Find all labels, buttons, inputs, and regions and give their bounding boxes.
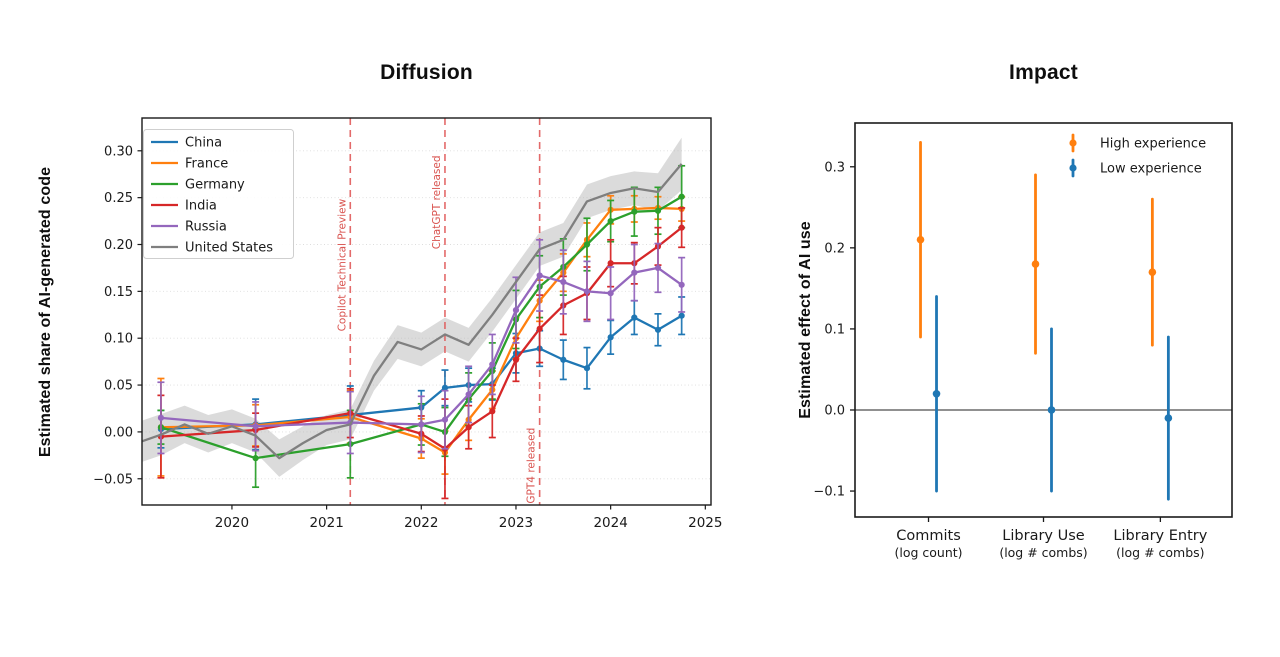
y-tick-label: −0.1	[813, 485, 845, 500]
legend-entry-label: France	[185, 157, 228, 172]
event-label-chatgpt-released: ChatGPT released	[431, 155, 443, 249]
y-tick-label: 0.25	[104, 191, 133, 206]
x-tick-label: 2023	[499, 515, 533, 531]
data-point	[418, 421, 425, 428]
data-point	[631, 269, 638, 276]
data-point	[560, 278, 567, 286]
data-point	[489, 408, 496, 415]
event-label-gpt4-released: GPT4 released	[526, 428, 538, 504]
data-point	[654, 264, 662, 272]
legend-entry-label: India	[185, 199, 217, 214]
category-label: Library Entry	[1113, 528, 1207, 544]
data-point	[157, 414, 165, 421]
series-high-experience	[916, 141, 1157, 355]
estimate-point	[932, 389, 941, 398]
us-confidence-band	[142, 137, 682, 477]
estimate-point	[1164, 414, 1173, 422]
data-point	[607, 290, 614, 297]
x-tick-label: 2020	[215, 515, 249, 531]
legend-box	[143, 129, 294, 259]
diffusion-chart: Copilot Technical Preview ChatGPT release…	[93, 117, 722, 531]
estimate-point	[1047, 406, 1056, 414]
legend-entry-label: United States	[185, 241, 273, 256]
impact-chart-title: Impact	[1009, 61, 1078, 84]
event-label-copilot-technical-preview: Copilot Technical Preview	[336, 198, 348, 331]
data-point	[607, 334, 614, 341]
diffusion-chart-title: Diffusion	[380, 61, 473, 84]
data-point	[678, 281, 685, 288]
data-point	[489, 361, 496, 368]
impact-axes: 0.3 0.2 0.1 0.0 −0.1 Commits(log count) Librar…	[813, 160, 1207, 560]
y-tick-label: −0.05	[93, 472, 133, 487]
data-point	[465, 424, 472, 431]
legend-entry-label: High experience	[1100, 137, 1206, 152]
category-sublabel: (log count)	[894, 545, 962, 560]
impact-legend: High experience Low experience	[1069, 133, 1206, 178]
x-tick-label: 2021	[309, 515, 343, 531]
y-tick-label: 0.3	[824, 160, 845, 175]
category-label: Commits	[896, 528, 961, 544]
data-point	[678, 224, 685, 231]
data-point	[512, 306, 520, 314]
data-point	[654, 326, 662, 333]
data-point	[583, 365, 591, 372]
data-point	[607, 260, 614, 267]
legend-marker	[1069, 139, 1077, 147]
diffusion-legend: China France Germany India Russia United Stat…	[143, 129, 294, 259]
data-point	[631, 208, 638, 215]
data-point	[465, 391, 472, 398]
data-point	[441, 416, 449, 423]
series-low-experience	[932, 295, 1173, 501]
data-point	[583, 288, 591, 295]
y-tick-label: 0.1	[824, 322, 845, 337]
x-tick-label: 2022	[404, 515, 438, 531]
impact-chart: 0.3 0.2 0.1 0.0 −0.1 Commits(log count) Librar…	[813, 122, 1233, 560]
series-line-united-states	[141, 163, 683, 460]
data-point	[583, 241, 591, 248]
y-tick-label: 0.00	[104, 425, 133, 440]
data-point	[536, 272, 543, 279]
category-sublabel: (log # combs)	[999, 545, 1087, 560]
y-tick-label: 0.05	[104, 379, 133, 394]
y-tick-label: 0.30	[104, 144, 133, 159]
data-point	[678, 312, 685, 319]
x-tick-label: 2025	[688, 515, 722, 531]
legend-entry-label: Russia	[185, 220, 227, 235]
estimate-point	[1148, 268, 1157, 276]
legend-entry-label: China	[185, 136, 222, 151]
data-point	[607, 217, 614, 225]
category-sublabel: (log # combs)	[1116, 545, 1204, 560]
data-point	[631, 314, 638, 321]
data-point	[678, 193, 685, 200]
diffusion-axes: 2020 2021 2022 2023 2024 2025 0.30 0.25 0.20 0.15…	[93, 144, 722, 531]
legend-entry-label: Germany	[185, 178, 245, 193]
y-tick-label: 0.0	[824, 403, 845, 418]
series-russia	[157, 238, 686, 455]
estimate-point	[916, 235, 925, 244]
data-point	[512, 356, 520, 363]
x-tick-label: 2024	[593, 515, 627, 531]
estimate-point	[1031, 260, 1040, 268]
y-tick-label: 0.15	[104, 285, 133, 300]
series-united-states	[141, 163, 683, 460]
data-point	[252, 423, 259, 430]
y-tick-label: 0.2	[824, 241, 845, 256]
plot-frame	[141, 117, 712, 506]
legend-entry-label: Low experience	[1100, 162, 1202, 177]
y-tick-label: 0.10	[104, 332, 133, 347]
category-label: Library Use	[1002, 528, 1084, 544]
data-point	[654, 207, 662, 214]
data-point	[252, 455, 259, 462]
data-point	[536, 325, 543, 332]
data-point	[441, 384, 449, 391]
legend-marker	[1069, 164, 1077, 172]
y-tick-label: 0.20	[104, 238, 133, 253]
event-markers: Copilot Technical Preview ChatGPT release…	[336, 118, 541, 505]
plot-frame	[854, 122, 1233, 518]
data-point	[560, 356, 567, 363]
